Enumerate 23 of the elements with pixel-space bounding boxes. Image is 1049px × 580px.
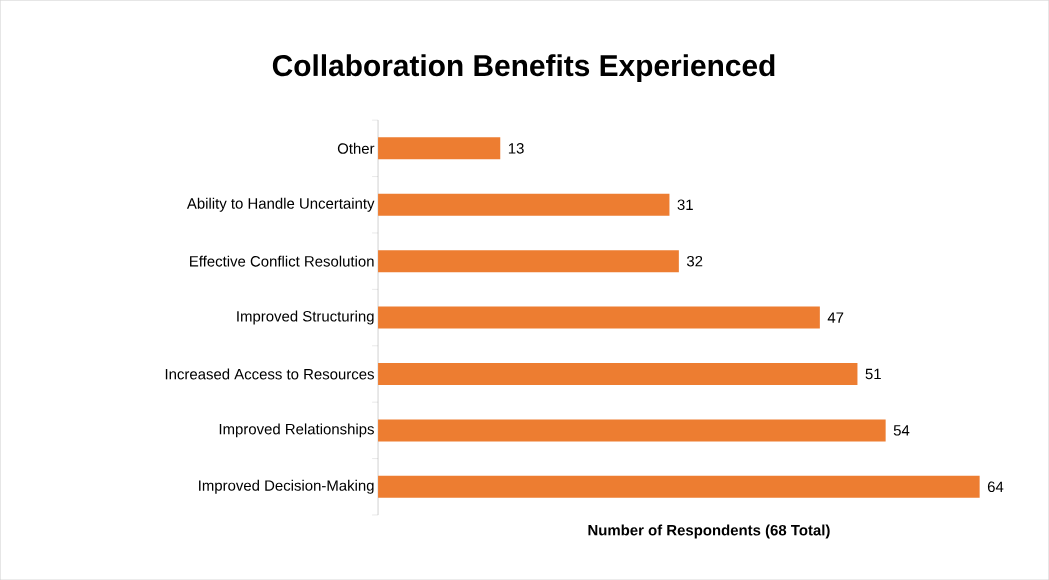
bar [378,362,858,385]
y-tick-label: Improved Structuring [237,310,374,325]
y-tick-label: Other [337,142,375,154]
chart-title: Collaboration Benefits Experienced [272,54,775,83]
data-label: 54 [893,425,910,436]
y-tick-label: Improved Relationships [219,423,374,438]
bar [378,475,980,498]
data-label: 13 [508,142,524,154]
data-label: 32 [686,255,703,267]
y-tick-label: Ability to Handle Uncertainty [186,197,375,212]
data-label: 47 [827,312,844,323]
y-tick-label: Improved Decision-Making [199,479,374,494]
bar [378,193,670,216]
data-label: 51 [865,368,881,380]
bar [378,306,820,329]
bar [378,250,679,273]
data-label: 64 [987,481,1004,492]
bar [378,419,886,442]
data-label: 31 [677,199,693,210]
x-axis-title: Number of Respondents (68 Total) [588,524,830,539]
y-tick-label: Effective Conflict Resolution [190,255,374,267]
bar [378,137,501,160]
y-tick-label: Increased Access to Resources [165,368,374,380]
